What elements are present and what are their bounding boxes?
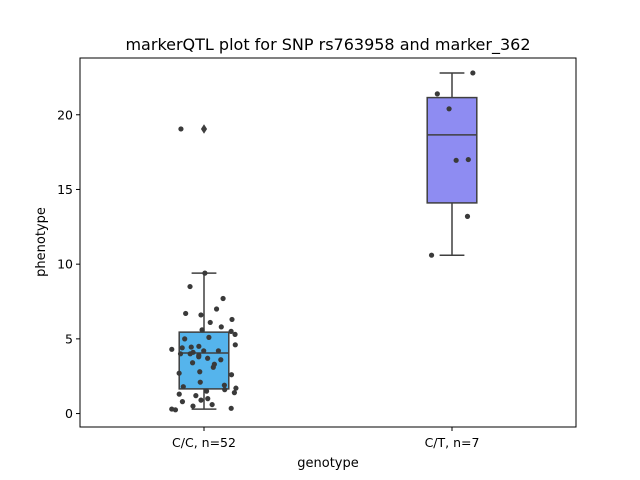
data-point	[178, 126, 184, 132]
data-point	[176, 370, 182, 376]
data-point	[205, 396, 211, 402]
data-point	[183, 310, 189, 317]
data-point	[222, 387, 228, 393]
data-point	[220, 295, 226, 302]
data-point	[172, 407, 179, 413]
data-point	[187, 283, 193, 290]
y-tick-label: 20	[57, 107, 73, 122]
data-point	[169, 346, 175, 352]
y-tick-label: 0	[65, 406, 73, 421]
data-point	[228, 372, 235, 378]
outlier-marker	[200, 124, 208, 134]
y-axis-label: phenotype	[34, 207, 49, 277]
data-point	[179, 399, 186, 405]
data-point	[199, 327, 205, 333]
data-point	[197, 369, 203, 375]
data-point	[190, 403, 196, 409]
data-point	[198, 312, 204, 318]
data-point	[428, 252, 435, 258]
chart-title: markerQTL plot for SNP rs763958 and mark…	[125, 35, 530, 55]
data-point	[188, 344, 194, 350]
data-point	[465, 156, 471, 163]
data-point	[202, 270, 208, 276]
data-point	[198, 397, 204, 403]
x-tick-label: C/C, n=52	[172, 435, 236, 450]
box	[426, 96, 478, 204]
plot-area	[169, 70, 478, 413]
y-tick-label: 15	[57, 182, 73, 197]
x-axis-label: genotype	[297, 456, 358, 471]
data-point	[231, 390, 238, 396]
data-point	[177, 351, 184, 357]
data-point	[464, 213, 471, 219]
x-tick-label: C/T, n=7	[425, 435, 480, 450]
x-axis: C/C, n=52 C/T, n=7	[172, 427, 479, 450]
data-point	[229, 316, 235, 323]
data-point	[218, 357, 224, 363]
data-point	[232, 342, 238, 348]
plot-frame	[79, 57, 577, 428]
data-point	[205, 355, 211, 361]
data-point	[187, 351, 193, 357]
data-point	[211, 361, 217, 367]
data-point	[228, 328, 234, 334]
y-tick-label: 10	[57, 257, 73, 272]
data-point	[203, 388, 210, 394]
box-group	[426, 70, 478, 258]
data-point	[232, 331, 238, 337]
data-point	[453, 157, 459, 163]
data-point	[207, 319, 213, 326]
data-point	[434, 91, 440, 97]
data-point	[209, 401, 215, 408]
data-point	[470, 70, 476, 76]
y-tick-label: 5	[65, 331, 73, 346]
y-axis: 0 5 10 15 20	[57, 107, 80, 421]
data-point	[197, 379, 203, 385]
data-point	[196, 343, 202, 349]
data-point	[213, 306, 220, 312]
data-point	[201, 348, 207, 354]
data-point	[218, 324, 224, 330]
data-point	[233, 385, 239, 391]
data-point	[215, 348, 222, 354]
data-point	[176, 391, 182, 397]
data-point	[221, 382, 227, 388]
data-point	[206, 334, 212, 340]
data-point	[196, 354, 202, 360]
box-group	[169, 124, 239, 413]
data-point	[228, 405, 234, 411]
data-point	[446, 106, 452, 112]
data-point	[180, 384, 186, 390]
data-point	[182, 336, 188, 342]
data-point	[193, 393, 199, 399]
data-point	[189, 360, 196, 366]
data-point	[179, 345, 185, 351]
